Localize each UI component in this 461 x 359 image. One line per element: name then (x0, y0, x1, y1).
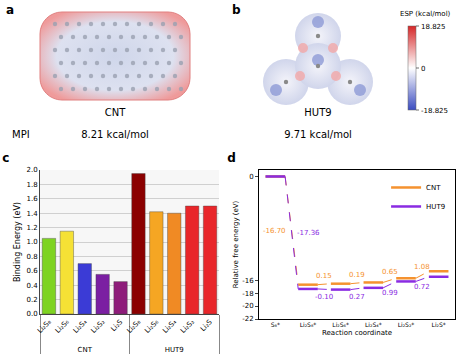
svg-text:HUT9: HUT9 (304, 107, 331, 118)
svg-text:0.65: 0.65 (382, 268, 398, 276)
svg-text:0.15: 0.15 (316, 272, 332, 280)
svg-text:0.0: 0.0 (26, 310, 37, 318)
svg-text:CNT: CNT (105, 107, 126, 118)
svg-text:c: c (2, 151, 9, 165)
svg-text:0.27: 0.27 (349, 293, 365, 301)
svg-text:0.6: 0.6 (26, 267, 38, 275)
svg-text:0.2: 0.2 (26, 296, 37, 304)
svg-text:CNT: CNT (426, 184, 441, 192)
svg-text:8.21 kcal/mol: 8.21 kcal/mol (81, 129, 149, 140)
svg-text:Li₂S₂*: Li₂S₂* (398, 321, 415, 328)
svg-text:Li₂S₂: Li₂S₂ (179, 318, 196, 335)
svg-text:Relative free energy (eV): Relative free energy (eV) (232, 200, 240, 288)
svg-text:2.0: 2.0 (26, 166, 37, 174)
svg-text:1.6: 1.6 (26, 195, 38, 203)
svg-text:0: 0 (249, 173, 253, 181)
svg-text:Li₂S: Li₂S (199, 318, 214, 333)
svg-text:9.71 kcal/mol: 9.71 kcal/mol (284, 129, 352, 140)
svg-text:-18.825: -18.825 (421, 107, 448, 115)
svg-text:1.8: 1.8 (26, 181, 37, 189)
svg-text:-16.70: -16.70 (263, 227, 286, 235)
svg-text:-20: -20 (242, 302, 253, 310)
svg-text:Li₂S*: Li₂S* (432, 321, 446, 328)
svg-text:0.72: 0.72 (414, 283, 430, 291)
svg-text:a: a (6, 3, 14, 17)
svg-text:Li₂S: Li₂S (110, 318, 125, 333)
svg-text:d: d (227, 151, 236, 165)
svg-text:1.4: 1.4 (26, 210, 38, 218)
svg-text:Li₂S₈*: Li₂S₈* (300, 321, 317, 328)
svg-text:18.825: 18.825 (421, 23, 446, 31)
svg-text:HUT9: HUT9 (426, 203, 445, 211)
svg-text:-0.10: -0.10 (315, 293, 333, 301)
svg-text:CNT: CNT (78, 346, 93, 354)
svg-text:0.4: 0.4 (26, 282, 38, 290)
svg-text:-17.36: -17.36 (297, 229, 320, 237)
svg-text:-18: -18 (242, 290, 253, 298)
svg-text:HUT9: HUT9 (165, 346, 184, 354)
svg-text:Li₂S₂: Li₂S₂ (90, 318, 107, 335)
svg-text:b: b (232, 3, 241, 17)
svg-text:Reaction coordinate: Reaction coordinate (322, 329, 392, 337)
svg-text:1.0: 1.0 (26, 238, 37, 246)
svg-text:Li₂S₄: Li₂S₄ (161, 318, 178, 335)
svg-text:0.19: 0.19 (349, 271, 365, 279)
svg-text:0: 0 (421, 65, 425, 73)
svg-text:ESP (kcal/mol): ESP (kcal/mol) (400, 10, 451, 18)
svg-text:-16: -16 (242, 277, 254, 285)
svg-text:Li₂S₆*: Li₂S₆* (332, 321, 349, 328)
svg-text:1.08: 1.08 (414, 263, 430, 271)
svg-text:Li₂S₄: Li₂S₄ (72, 318, 89, 335)
svg-text:-22: -22 (242, 315, 253, 323)
svg-text:Li₂S₄*: Li₂S₄* (365, 321, 382, 328)
svg-text:Binding Energy (eV): Binding Energy (eV) (13, 202, 22, 282)
svg-text:Li₂S₈: Li₂S₈ (125, 318, 142, 335)
svg-text:1.2: 1.2 (26, 224, 37, 232)
svg-text:0.8: 0.8 (26, 253, 37, 261)
svg-text:MPI: MPI (12, 129, 30, 140)
svg-text:Li₂S₆: Li₂S₆ (54, 318, 71, 335)
svg-text:S₈*: S₈* (271, 321, 280, 328)
svg-text:Li₂S₈: Li₂S₈ (36, 318, 53, 335)
svg-text:Li₂S₆: Li₂S₆ (143, 318, 160, 335)
svg-text:0.99: 0.99 (382, 289, 398, 297)
